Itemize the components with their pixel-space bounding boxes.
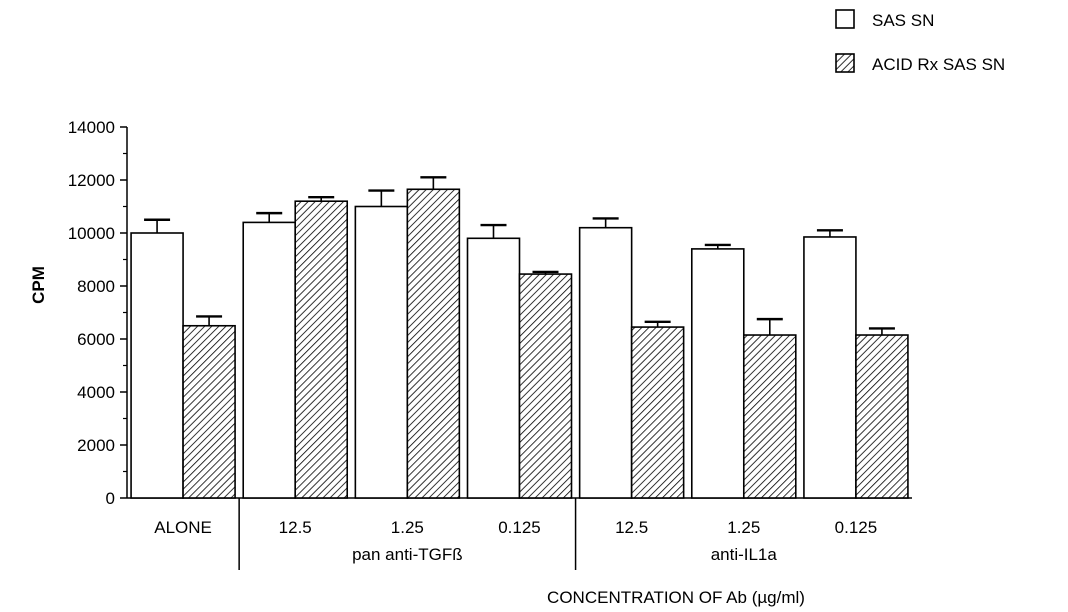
y-axis-label: CPM [29, 266, 48, 304]
group-label: pan anti-TGFß [352, 545, 463, 564]
x-category-label: 0.125 [835, 518, 878, 537]
legend: SAS SN ACID Rx SAS SN [835, 9, 1005, 74]
bar-acid-rx-sas-sn [182, 324, 236, 499]
bar-acid-rx-sas-sn [294, 200, 349, 499]
bar-acid-rx-sas-sn [630, 326, 685, 499]
y-tick-label: 8000 [77, 277, 115, 296]
y-tick-label: 2000 [77, 436, 115, 455]
bar-acid-rx-sas-sn [855, 334, 909, 499]
x-axis-label: CONCENTRATION OF Ab (µg/ml) [547, 588, 805, 607]
bar-acid-rx-sas-sn [742, 334, 797, 499]
y-tick-label: 12000 [68, 171, 115, 190]
legend-swatch-acid-rx-sas-sn [835, 53, 855, 73]
y-tick-label: 0 [106, 489, 115, 508]
x-category-label: 0.125 [498, 518, 541, 537]
y-tick-label: 4000 [77, 383, 115, 402]
bar-sas-sn [466, 237, 521, 499]
bar-sas-sn [242, 221, 297, 499]
y-tick-label: 10000 [68, 224, 115, 243]
y-axis: 0 2000 4000 6000 8000 10000 12000 14000 [68, 118, 128, 508]
x-category-label: 1.25 [727, 518, 760, 537]
x-category-label: 1.25 [391, 518, 424, 537]
bar-sas-sn [803, 236, 857, 499]
x-category-label: 12.5 [615, 518, 648, 537]
bar-sas-sn [354, 205, 409, 499]
error-bars [144, 176, 895, 336]
bars [130, 188, 909, 499]
bar-sas-sn [130, 232, 184, 499]
legend-label-sas-sn: SAS SN [872, 11, 934, 30]
bar-acid-rx-sas-sn [406, 188, 461, 499]
group-label: anti-IL1a [711, 545, 778, 564]
x-axis: ALONE 12.5 1.25 0.125 12.5 1.25 0.125 pan anti-… [127, 497, 912, 570]
x-category-label: 12.5 [279, 518, 312, 537]
legend-label-acid-rx-sas-sn: ACID Rx SAS SN [872, 55, 1005, 74]
bar-sas-sn [578, 226, 633, 499]
bar-sas-sn [690, 248, 745, 499]
legend-swatch-sas-sn [835, 9, 855, 29]
y-tick-label: 6000 [77, 330, 115, 349]
x-category-label: ALONE [154, 518, 212, 537]
bar-acid-rx-sas-sn [518, 273, 573, 499]
y-tick-label: 14000 [68, 118, 115, 137]
